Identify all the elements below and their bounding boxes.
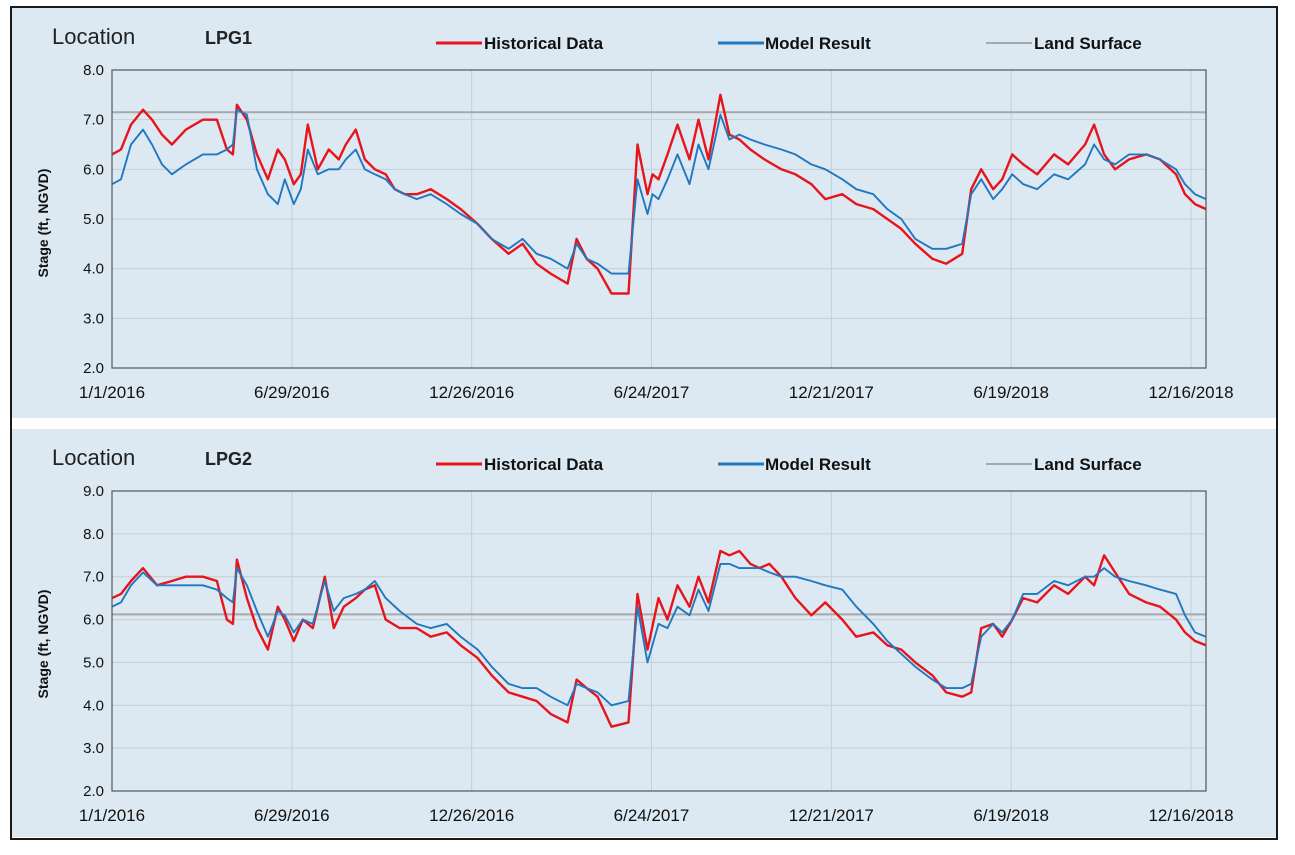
legend-label-historical: Historical Data <box>484 455 604 474</box>
axes-frame <box>111 490 1207 792</box>
legend-label-historical: Historical Data <box>484 34 604 53</box>
axes-frame <box>111 69 1207 369</box>
y-axis-title: Stage (ft, NGVD) <box>35 169 51 278</box>
x-tick-label: 6/29/2016 <box>254 806 330 825</box>
series-layer <box>111 93 1207 295</box>
series-line-model <box>111 562 1207 707</box>
location-id: LPG2 <box>205 449 252 469</box>
x-tick-label: 6/24/2017 <box>614 806 690 825</box>
x-tick-label: 1/1/2016 <box>79 806 145 825</box>
y-tick-label: 9.0 <box>83 483 104 500</box>
series-line-model <box>111 108 1207 275</box>
location-word: Location <box>52 24 135 49</box>
x-tick-label: 12/21/2017 <box>789 806 874 825</box>
tick-labels: 2.0 3.0 4.0 5.0 6.0 7.0 8.0 1/1/2016 6/29/2016 12… <box>79 62 1234 402</box>
chart-lpg2: Location LPG2 Historical Data Model Resu… <box>12 429 1276 837</box>
legend-label-model: Model Result <box>765 455 871 474</box>
y-tick-label: 2.0 <box>83 783 104 800</box>
y-tick-label: 7.0 <box>83 112 104 129</box>
y-tick-label: 6.0 <box>83 161 104 178</box>
legend: Historical Data Model Result Land Surfac… <box>436 34 1142 53</box>
x-tick-label: 12/16/2018 <box>1148 806 1233 825</box>
legend-label-model: Model Result <box>765 34 871 53</box>
x-tick-label: 6/29/2016 <box>254 383 330 402</box>
y-tick-label: 7.0 <box>83 569 104 586</box>
y-tick-label: 8.0 <box>83 62 104 79</box>
chart-lpg1: Location LPG1 Historical Data Model Resu… <box>12 8 1276 418</box>
chart-panel-lpg1: Location LPG1 Historical Data Model Resu… <box>12 8 1276 418</box>
series-layer <box>111 549 1207 728</box>
legend-label-land: Land Surface <box>1034 34 1142 53</box>
legend: Historical Data Model Result Land Surfac… <box>436 455 1142 474</box>
y-tick-label: 6.0 <box>83 612 104 629</box>
x-tick-label: 12/26/2016 <box>429 806 514 825</box>
x-tick-label: 6/19/2018 <box>973 806 1049 825</box>
y-axis-title: Stage (ft, NGVD) <box>35 590 51 699</box>
x-tick-label: 12/16/2018 <box>1148 383 1233 402</box>
tick-labels: 2.0 3.0 4.0 5.0 6.0 7.0 8.0 9.0 1/1/2016 6/29/201… <box>79 483 1234 825</box>
x-tick-label: 12/21/2017 <box>789 383 874 402</box>
y-tick-label: 4.0 <box>83 697 104 714</box>
plot-background <box>12 8 1276 418</box>
y-tick-label: 5.0 <box>83 654 104 671</box>
x-tick-label: 1/1/2016 <box>79 383 145 402</box>
location-id: LPG1 <box>205 28 252 48</box>
location-word: Location <box>52 445 135 470</box>
y-tick-label: 4.0 <box>83 261 104 278</box>
x-tick-label: 12/26/2016 <box>429 383 514 402</box>
y-tick-label: 3.0 <box>83 740 104 757</box>
plot-area-border <box>111 69 1207 369</box>
chart-panel-lpg2: Location LPG2 Historical Data Model Resu… <box>12 429 1276 837</box>
y-tick-label: 8.0 <box>83 526 104 543</box>
plot-area-border <box>111 490 1207 792</box>
grid <box>111 490 1206 792</box>
y-tick-label: 5.0 <box>83 211 104 228</box>
x-tick-label: 6/24/2017 <box>614 383 690 402</box>
legend-label-land: Land Surface <box>1034 455 1142 474</box>
y-tick-label: 2.0 <box>83 360 104 377</box>
y-tick-label: 3.0 <box>83 310 104 327</box>
x-tick-label: 6/19/2018 <box>973 383 1049 402</box>
